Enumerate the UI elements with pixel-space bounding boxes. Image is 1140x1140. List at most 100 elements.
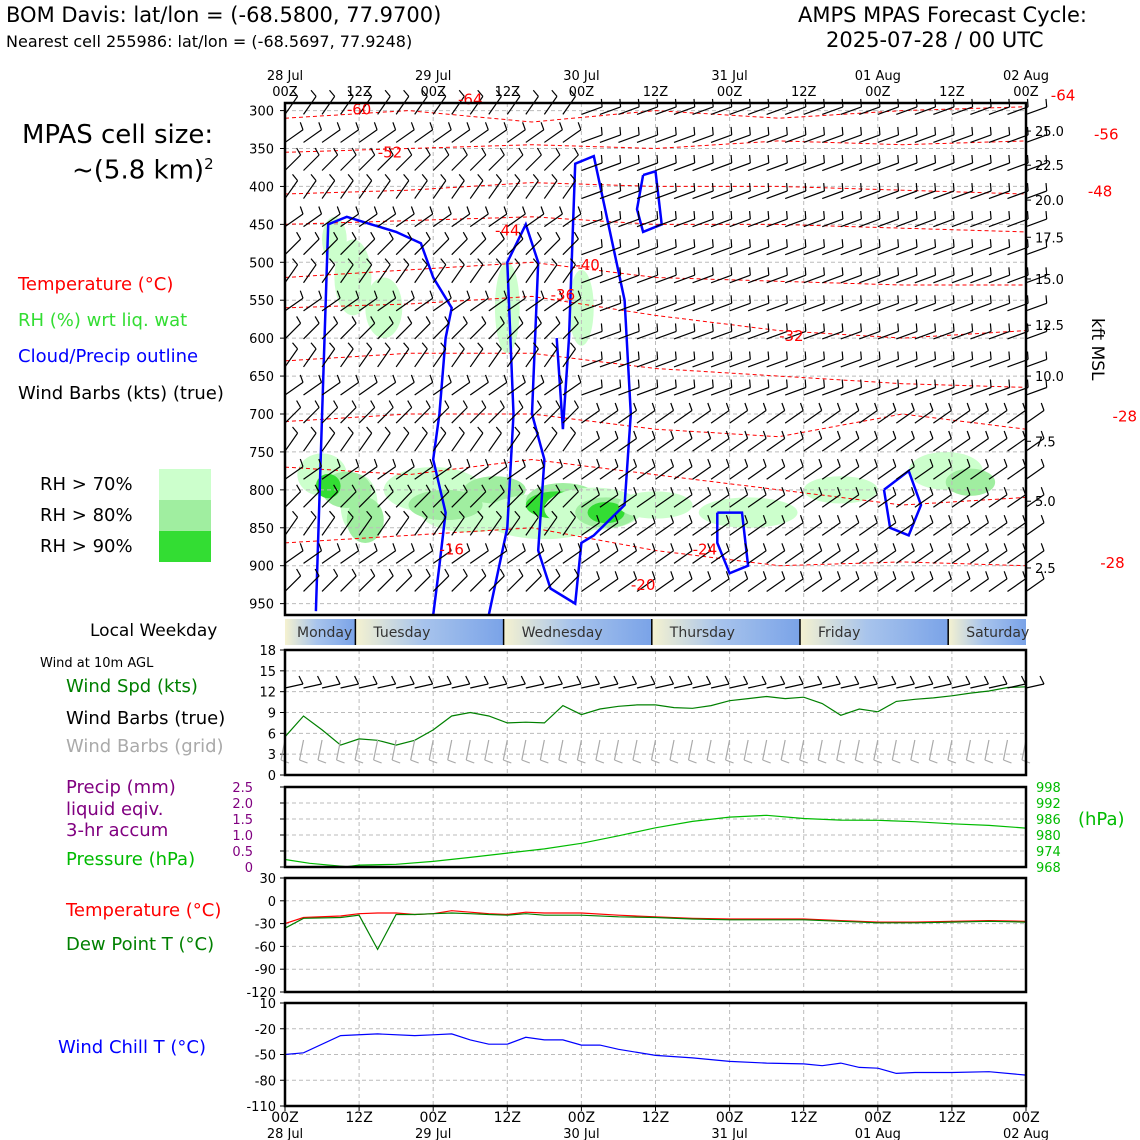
xs-barb-flag xyxy=(336,374,341,383)
xs-barb xyxy=(581,578,600,592)
xs-barb xyxy=(655,578,674,592)
xs-barb-flag xyxy=(744,430,749,439)
wind-barb-true xyxy=(488,683,507,689)
xs-barb xyxy=(488,407,505,424)
xs-barb-flag xyxy=(577,290,582,299)
wind-barb-true-flag xyxy=(576,675,582,685)
xs-barb xyxy=(710,466,730,480)
xs-barb-flag xyxy=(522,458,526,467)
xs-barb xyxy=(469,381,489,396)
xs-barb xyxy=(469,180,484,199)
xs-barb xyxy=(859,302,881,312)
bottom-date-label: 28 Jul xyxy=(267,1127,303,1140)
temp-label-9: -32 xyxy=(779,327,804,345)
xs-barb xyxy=(636,522,656,536)
xs-barb-flag xyxy=(874,430,878,439)
wind-barb-true xyxy=(321,683,341,689)
xs-barb-flag xyxy=(466,543,471,552)
xs-barb xyxy=(303,491,320,508)
xs-barb xyxy=(284,550,304,564)
xs-barb-flag xyxy=(532,89,539,97)
xs-barb xyxy=(451,407,468,424)
xs-barb-flag xyxy=(878,323,881,332)
xs-barb xyxy=(1025,162,1047,172)
xs-barb xyxy=(321,264,336,284)
xs-barb-flag xyxy=(503,122,508,131)
xs-barb xyxy=(543,516,558,536)
xs-barb-flag xyxy=(971,154,974,164)
xs-barb-flag xyxy=(860,154,862,164)
xs-barb-flag xyxy=(855,402,860,411)
xs-barb-flag xyxy=(596,571,600,580)
temp-label-4: -56 xyxy=(1094,125,1119,143)
xs-barb-flag xyxy=(614,543,619,552)
xs-barb xyxy=(451,264,465,284)
xs-barb xyxy=(673,466,693,480)
xs-barb xyxy=(488,516,502,536)
wind-barb-true xyxy=(618,683,637,689)
bottom-date-label: 02 Aug xyxy=(1003,1127,1049,1140)
xs-barb-flag xyxy=(1045,98,1048,107)
xs-barb xyxy=(284,381,304,396)
xs-barb-flag xyxy=(911,571,915,580)
xs-ytick-label: 650 xyxy=(249,370,274,385)
xs-barb-flag xyxy=(447,458,452,467)
xs-barb-flag xyxy=(296,568,302,577)
wind-barb-grid-flag xyxy=(391,759,401,764)
xs-barb xyxy=(951,218,973,228)
legend-rh: RH (%) wrt liq. wat xyxy=(18,310,188,331)
xs-barb xyxy=(729,162,751,172)
xs-barb xyxy=(673,358,695,368)
xs-barb xyxy=(488,348,502,368)
xs-barb-flag xyxy=(1003,486,1008,495)
xs-barb-flag xyxy=(384,510,391,518)
xs-barb xyxy=(840,410,860,424)
xs-barb-flag xyxy=(693,183,696,192)
wind-barb-true-flag xyxy=(446,675,452,685)
top-date-label: 01 Aug xyxy=(855,69,901,84)
xs-barb xyxy=(1007,302,1029,312)
xs-barb xyxy=(543,96,558,115)
xs-barb xyxy=(692,550,711,564)
weekday-thursday: Thursday xyxy=(669,625,735,641)
xs-barb-flag xyxy=(767,239,770,248)
xs-barb xyxy=(506,264,521,284)
xs-barb-flag xyxy=(314,316,320,324)
wind-barb-true-flag xyxy=(1039,675,1045,685)
xs-barb-flag xyxy=(532,174,539,181)
xs-barb xyxy=(970,494,989,508)
xs-barb xyxy=(543,348,558,368)
xs-barb-flag xyxy=(440,342,447,350)
xs-barb xyxy=(803,438,823,452)
wind-barb-grid xyxy=(762,739,768,761)
xs-barb xyxy=(395,575,413,592)
xs-barb xyxy=(488,180,502,199)
top-hour-label: 00Z xyxy=(717,85,743,100)
temp-label-10: -28 xyxy=(1113,408,1138,426)
xs-barb-flag xyxy=(551,426,558,434)
xs-barb-flag xyxy=(674,267,677,276)
xs-barb xyxy=(358,96,373,115)
xs-barb-flag xyxy=(966,571,971,580)
xs-barb-flag xyxy=(614,430,619,439)
xs-barb-flag xyxy=(403,426,410,434)
xs-barb xyxy=(469,297,489,312)
temperature-line xyxy=(284,910,1027,925)
xs-barb-flag xyxy=(637,267,640,276)
xs-barb-flag xyxy=(952,323,955,332)
xs-barb-flag xyxy=(559,122,563,131)
cell-subtitle: Nearest cell 255986: lat/lon = (-68.5697… xyxy=(6,32,413,51)
xs-barb-flag xyxy=(462,400,468,408)
bottom-date-label: 01 Aug xyxy=(855,1127,901,1140)
xs-barb-flag xyxy=(841,267,844,276)
xs-barb-flag xyxy=(614,486,619,495)
wind-barb-true-flag xyxy=(409,675,415,685)
xs-barb xyxy=(988,578,1008,592)
xs-barb-flag xyxy=(329,342,336,350)
xs-barb xyxy=(599,330,621,340)
xs-barb xyxy=(766,246,788,256)
xs-barb-flag xyxy=(836,458,841,467)
xs-barb xyxy=(395,322,413,340)
xs-barb-flag xyxy=(841,154,844,164)
xs-barb-flag xyxy=(555,231,561,240)
